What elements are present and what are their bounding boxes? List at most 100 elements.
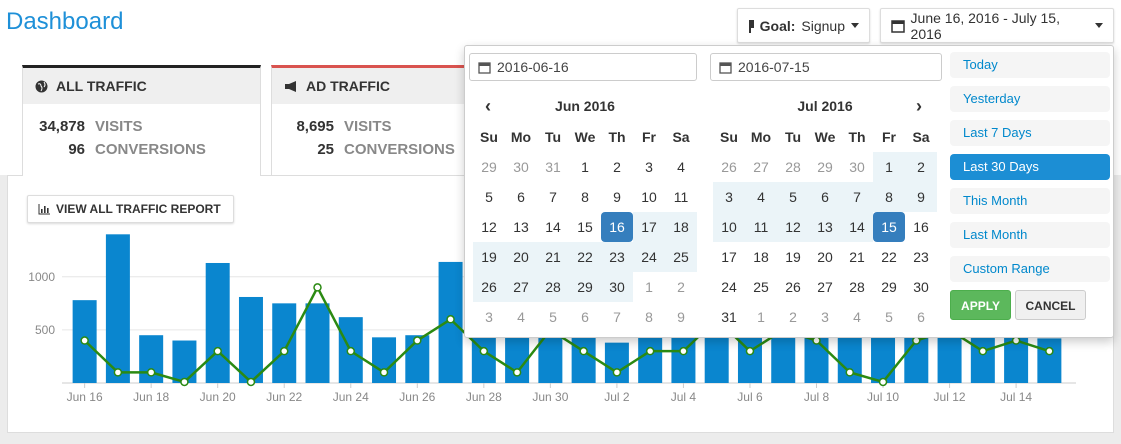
day[interactable]: 6: [517, 189, 525, 205]
day[interactable]: 1: [757, 309, 765, 325]
day[interactable]: 13: [513, 219, 529, 235]
day[interactable]: 14: [545, 219, 561, 235]
day[interactable]: 29: [881, 279, 897, 295]
range-item[interactable]: Custom Range: [950, 256, 1110, 282]
range-item[interactable]: Last Month: [950, 222, 1110, 248]
day[interactable]: 4: [517, 309, 525, 325]
day[interactable]: 30: [913, 279, 929, 295]
day[interactable]: 4: [677, 159, 685, 175]
day[interactable]: 15: [577, 219, 593, 235]
day[interactable]: 16: [601, 212, 633, 242]
day[interactable]: 14: [841, 212, 873, 242]
day[interactable]: 31: [721, 309, 737, 325]
day[interactable]: 4: [853, 309, 861, 325]
day[interactable]: 5: [885, 309, 893, 325]
day[interactable]: 28: [849, 279, 865, 295]
day[interactable]: 30: [601, 272, 633, 302]
day[interactable]: 29: [569, 272, 601, 302]
day[interactable]: 17: [721, 249, 737, 265]
day[interactable]: 2: [789, 309, 797, 325]
day[interactable]: 19: [785, 249, 801, 265]
day[interactable]: 20: [505, 242, 537, 272]
day[interactable]: 30: [849, 159, 865, 175]
range-item[interactable]: Last 7 Days: [950, 120, 1110, 146]
day[interactable]: 7: [841, 182, 873, 212]
range-item[interactable]: This Month: [950, 188, 1110, 214]
day[interactable]: 8: [645, 309, 653, 325]
day[interactable]: 29: [481, 159, 497, 175]
day[interactable]: 22: [881, 249, 897, 265]
day[interactable]: 5: [777, 182, 809, 212]
day[interactable]: 7: [549, 189, 557, 205]
day[interactable]: 7: [613, 309, 621, 325]
day[interactable]: 30: [513, 159, 529, 175]
day[interactable]: 27: [505, 272, 537, 302]
day[interactable]: 8: [581, 189, 589, 205]
day[interactable]: 9: [677, 309, 685, 325]
day[interactable]: 5: [485, 189, 493, 205]
end-input[interactable]: 2016-07-15: [710, 53, 942, 81]
date-range-button[interactable]: June 16, 2016 - July 15, 2016: [880, 8, 1114, 43]
range-item[interactable]: Today: [950, 52, 1110, 78]
next-month[interactable]: ›: [916, 96, 922, 116]
day[interactable]: 29: [817, 159, 833, 175]
day[interactable]: 31: [545, 159, 561, 175]
day[interactable]: 1: [581, 159, 589, 175]
day[interactable]: 28: [537, 272, 569, 302]
day[interactable]: 23: [913, 249, 929, 265]
day[interactable]: 2: [677, 279, 685, 295]
day[interactable]: 24: [721, 279, 737, 295]
day[interactable]: 19: [473, 242, 505, 272]
day[interactable]: 17: [633, 212, 665, 242]
day[interactable]: 11: [673, 189, 689, 205]
day[interactable]: 1: [873, 152, 905, 182]
range-item[interactable]: Yesterday: [950, 86, 1110, 112]
day[interactable]: 26: [473, 272, 505, 302]
day[interactable]: 22: [569, 242, 601, 272]
day[interactable]: 10: [641, 189, 657, 205]
day[interactable]: 28: [785, 159, 801, 175]
day[interactable]: 1: [645, 279, 653, 295]
range-item[interactable]: Last 30 Days: [950, 154, 1110, 180]
day[interactable]: 6: [917, 309, 925, 325]
day[interactable]: 18: [665, 212, 697, 242]
day[interactable]: 12: [777, 212, 809, 242]
report-button[interactable]: VIEW ALL TRAFFIC REPORT: [27, 195, 234, 223]
day[interactable]: 3: [485, 309, 493, 325]
day[interactable]: 27: [817, 279, 833, 295]
day[interactable]: 2: [905, 152, 937, 182]
day[interactable]: 26: [721, 159, 737, 175]
day[interactable]: 20: [817, 249, 833, 265]
day[interactable]: 21: [537, 242, 569, 272]
apply-button[interactable]: APPLY: [950, 290, 1011, 320]
day[interactable]: 21: [849, 249, 865, 265]
day[interactable]: 9: [613, 189, 621, 205]
prev-month[interactable]: ‹: [485, 96, 491, 116]
day[interactable]: 13: [809, 212, 841, 242]
day[interactable]: 11: [745, 212, 777, 242]
day[interactable]: 3: [821, 309, 829, 325]
tab-ad-traffic[interactable]: AD TRAFFIC 8,695 VISITS 25 CONVERSIONS: [271, 65, 471, 175]
day[interactable]: 12: [481, 219, 497, 235]
day[interactable]: 23: [601, 242, 633, 272]
day[interactable]: 25: [665, 242, 697, 272]
day[interactable]: 24: [633, 242, 665, 272]
day[interactable]: 8: [873, 182, 905, 212]
day[interactable]: 25: [753, 279, 769, 295]
day[interactable]: 16: [913, 219, 929, 235]
day[interactable]: 6: [581, 309, 589, 325]
day[interactable]: 4: [745, 182, 777, 212]
day[interactable]: 2: [613, 159, 621, 175]
day[interactable]: 27: [753, 159, 769, 175]
cancel-button[interactable]: CANCEL: [1015, 290, 1086, 320]
tab-all-traffic[interactable]: ALL TRAFFIC 34,878 VISITS 96 CONVERSIONS: [22, 65, 261, 176]
day[interactable]: 6: [809, 182, 841, 212]
day[interactable]: 9: [905, 182, 937, 212]
day[interactable]: 15: [873, 212, 905, 242]
goal-button[interactable]: Goal: Signup: [737, 8, 870, 43]
start-input[interactable]: 2016-06-16: [469, 53, 697, 81]
day[interactable]: 3: [645, 159, 653, 175]
day[interactable]: 26: [785, 279, 801, 295]
day[interactable]: 18: [753, 249, 769, 265]
day[interactable]: 5: [549, 309, 557, 325]
